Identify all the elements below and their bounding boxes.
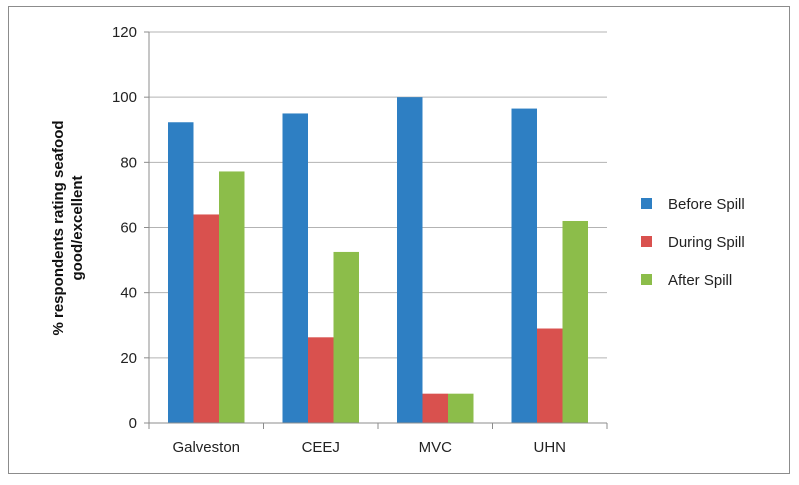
y-axis-title: % respondents rating seafood good/excelle… — [50, 120, 86, 335]
legend-label: During Spill — [668, 234, 745, 251]
x-tick-label: MVC — [419, 439, 453, 456]
x-tick-label: CEEJ — [302, 439, 340, 456]
legend-swatch — [641, 236, 652, 247]
legend-swatch — [641, 198, 652, 209]
y-axis-title-line: good/excellent — [69, 175, 86, 280]
bar-before-spill-ceej — [282, 113, 308, 423]
bar-during-spill-mvc — [422, 393, 448, 423]
y-axis-label: % respondents rating seafood good/excelle… — [50, 120, 86, 335]
bar-before-spill-mvc — [397, 97, 423, 424]
y-tick-label: 100 — [112, 89, 137, 106]
bar-before-spill-uhn — [511, 108, 537, 423]
y-tick-label: 40 — [120, 285, 137, 302]
bar-after-spill-galveston — [219, 171, 245, 423]
legend: Before Spill During Spill After Spill — [641, 196, 745, 289]
bar-before-spill-galveston — [168, 122, 194, 424]
y-axis-tick-labels: 0 20 40 60 80 100 120 — [112, 24, 137, 432]
y-tick-label: 0 — [129, 415, 137, 432]
y-tick-label: 20 — [120, 350, 137, 367]
bar-after-spill-ceej — [333, 251, 359, 423]
x-tick-label: Galveston — [172, 439, 240, 456]
y-axis-title-line: % respondents rating seafood — [50, 120, 67, 335]
legend-label: Before Spill — [668, 196, 745, 213]
legend-label: After Spill — [668, 272, 732, 289]
x-axis-tick-labels: Galveston CEEJ MVC UHN — [172, 439, 566, 456]
x-tick-label: UHN — [534, 439, 567, 456]
legend-swatch — [641, 274, 652, 285]
bars — [168, 97, 588, 424]
y-tick-label: 120 — [112, 24, 137, 41]
y-tick-label: 80 — [120, 154, 137, 171]
bar-during-spill-uhn — [537, 328, 563, 423]
bar-during-spill-ceej — [308, 337, 334, 423]
bar-during-spill-galveston — [193, 214, 219, 423]
bar-after-spill-uhn — [562, 220, 588, 423]
bar-after-spill-mvc — [448, 393, 474, 423]
y-tick-label: 60 — [120, 220, 137, 237]
axes — [144, 31, 608, 429]
